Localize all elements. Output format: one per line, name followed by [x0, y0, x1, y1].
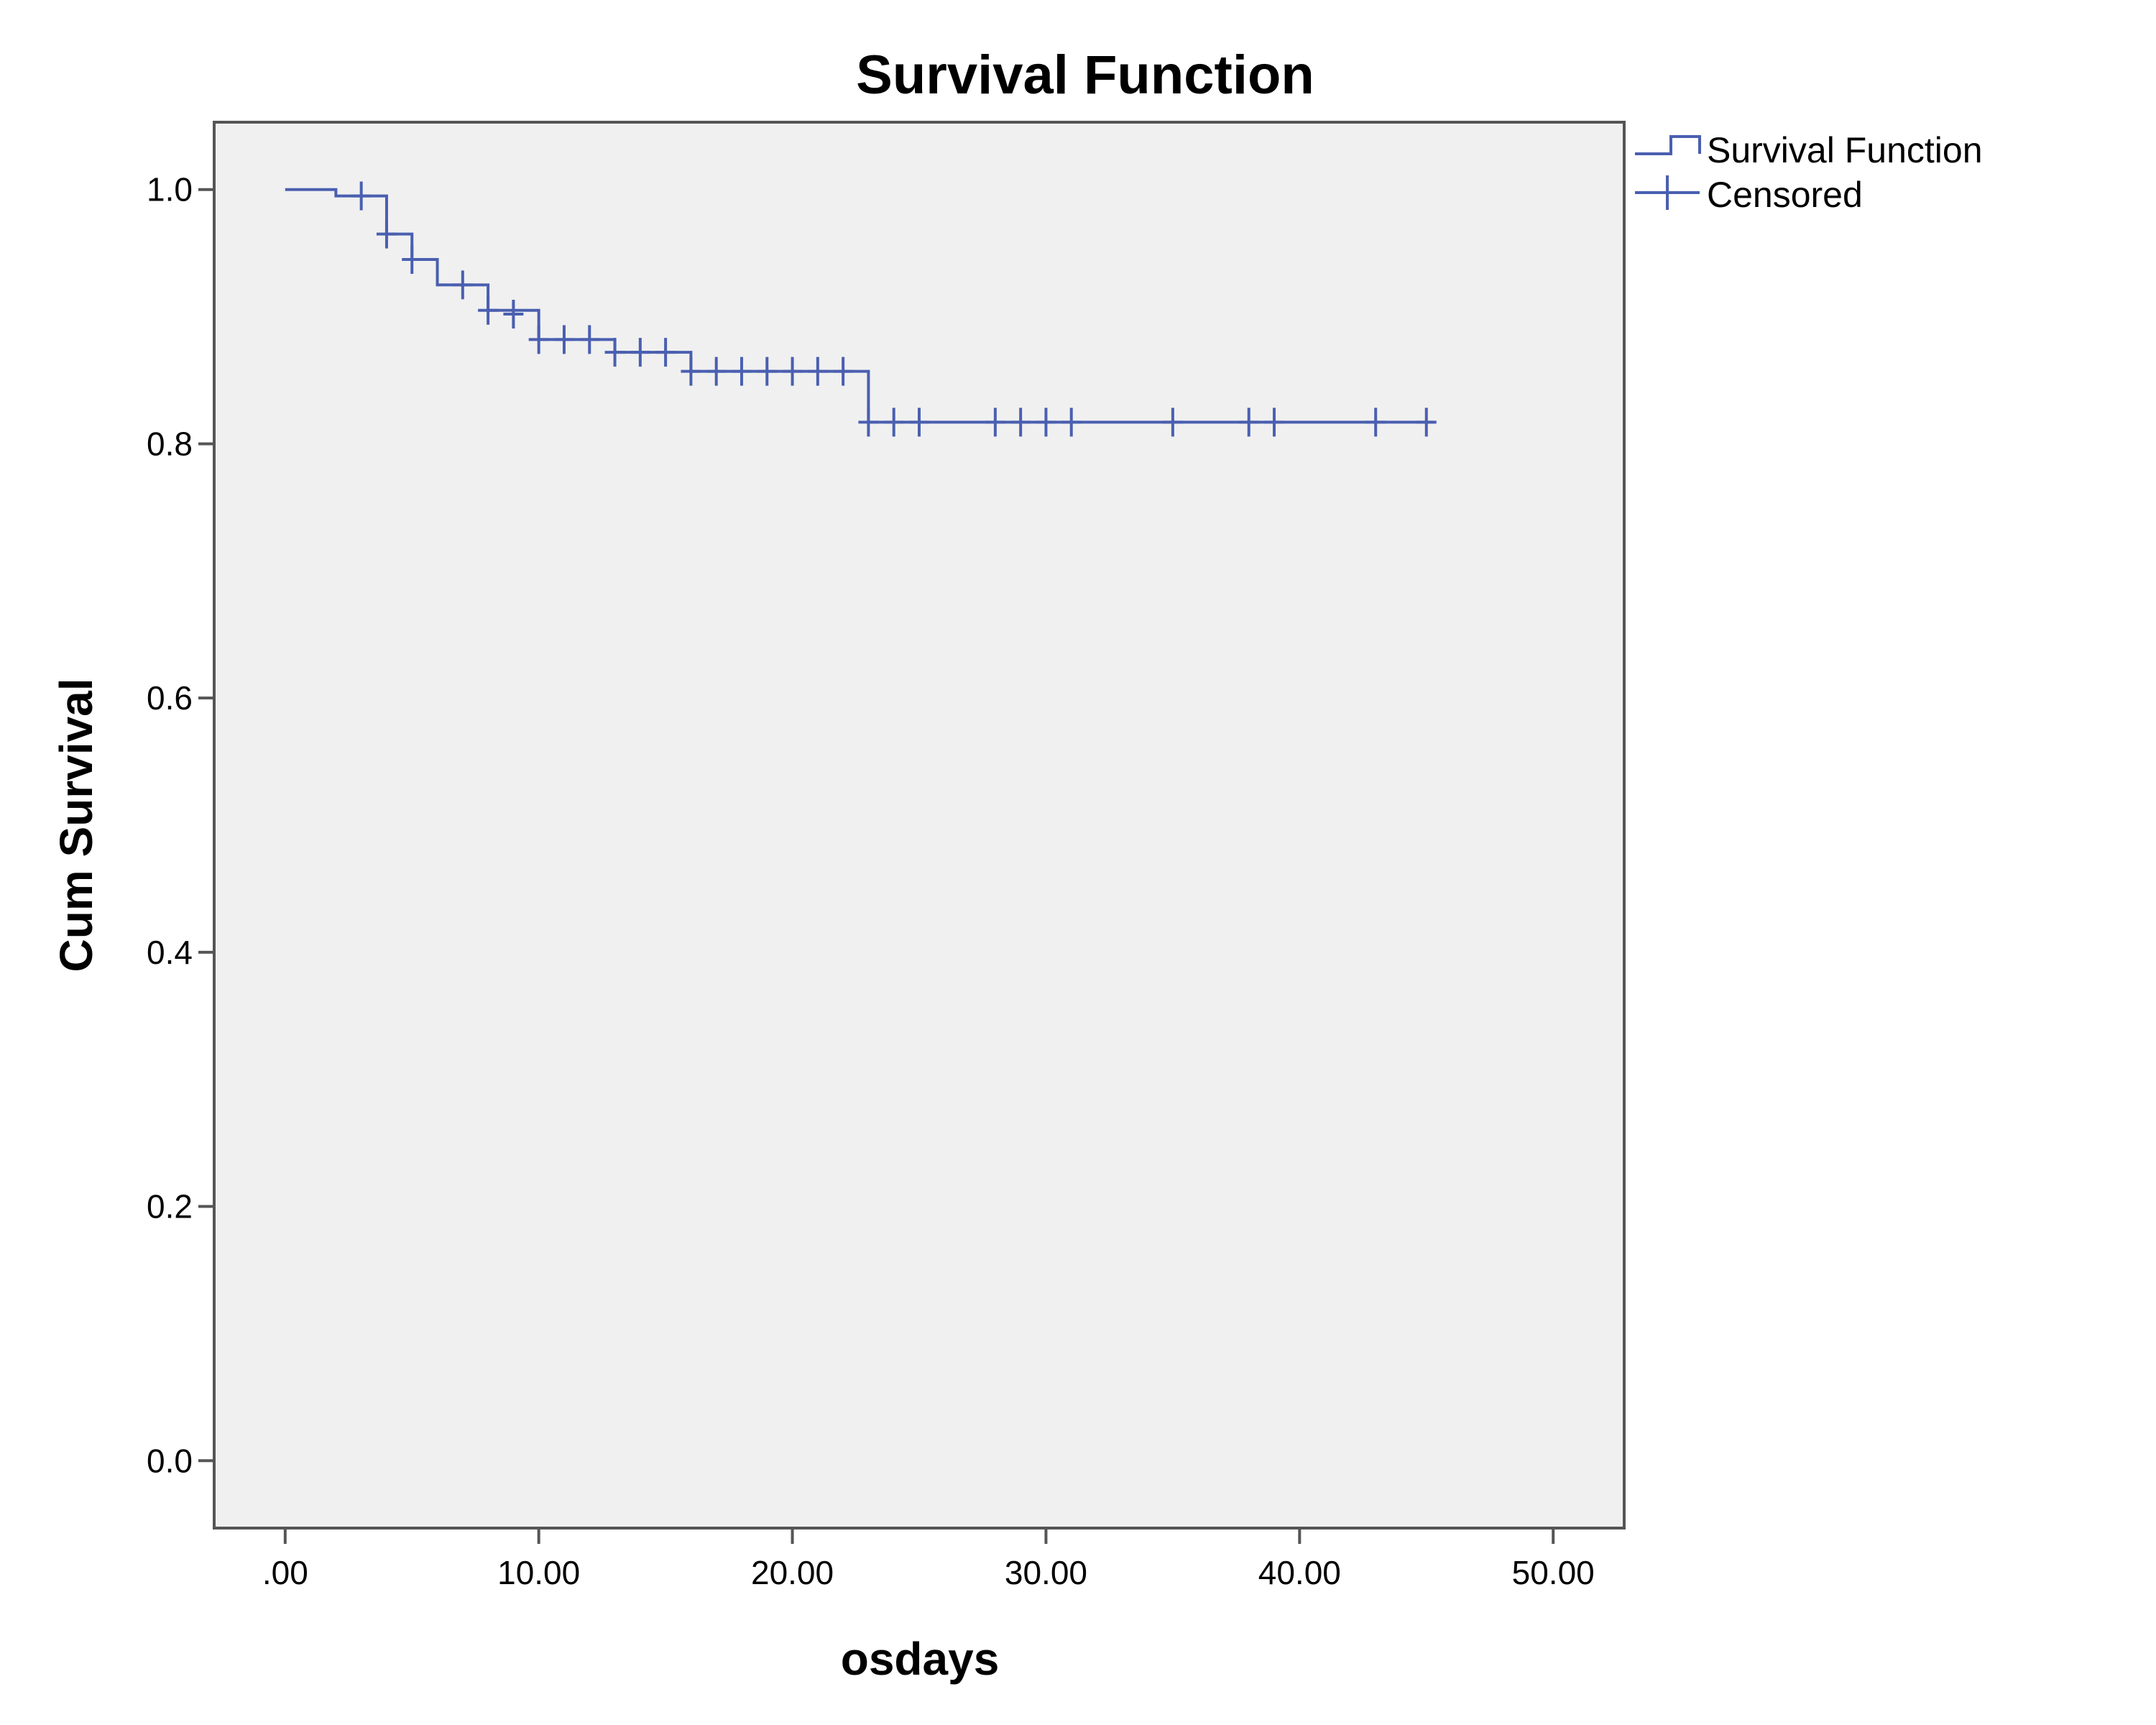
censored-mark — [351, 181, 372, 211]
x-tick-label: 20.00 — [751, 1554, 834, 1591]
censored-mark — [630, 338, 650, 367]
censored-mark — [858, 408, 879, 437]
censored-mark — [1061, 408, 1082, 437]
censored-mark — [604, 338, 625, 367]
legend-censored-label: Censored — [1707, 175, 1863, 215]
censored-mark — [706, 356, 727, 386]
y-tick-label: 0.4 — [147, 934, 193, 971]
x-tick-label: 40.00 — [1258, 1554, 1341, 1591]
y-axis: 0.0 0.2 0.4 0.6 0.8 1.0 — [147, 171, 214, 1479]
censored-mark — [579, 325, 600, 354]
censored-mark — [1036, 408, 1056, 437]
y-tick-label: 0.8 — [147, 425, 193, 462]
x-tick-label: .00 — [262, 1554, 308, 1591]
censored-mark — [1264, 408, 1285, 437]
censored-mark — [1010, 408, 1031, 437]
censored-marks — [351, 181, 1437, 437]
censored-mark — [909, 408, 929, 437]
censored-mark — [681, 356, 701, 386]
censored-mark — [1365, 408, 1386, 437]
x-axis: .00 10.00 20.00 30.00 40.00 50.00 — [262, 1528, 1595, 1591]
censored-mark — [553, 325, 574, 354]
plot-area — [213, 121, 1626, 1530]
censored-mark — [985, 408, 1005, 437]
y-tick-label: 0.0 — [147, 1442, 193, 1479]
censored-mark — [452, 270, 473, 300]
y-tick-label: 0.2 — [147, 1188, 193, 1225]
censored-mark — [1416, 408, 1437, 437]
legend-survival-symbol — [1635, 135, 1701, 155]
legend-survival-label: Survival Function — [1707, 130, 1983, 170]
x-axis-title: osdays — [841, 1633, 1000, 1685]
x-tick-label: 10.00 — [497, 1554, 580, 1591]
x-tick-label: 30.00 — [1005, 1554, 1087, 1591]
censored-mark — [376, 219, 397, 249]
legend: Survival Function Censored — [1635, 130, 1983, 215]
y-axis-title: Cum Survival — [50, 678, 102, 972]
censored-mark — [782, 356, 803, 386]
censored-mark — [807, 356, 828, 386]
censored-mark — [1238, 408, 1259, 437]
censored-mark — [402, 245, 423, 275]
censored-mark — [883, 408, 904, 437]
censored-mark — [833, 356, 854, 386]
censored-mark — [1162, 408, 1183, 437]
chart-title: Survival Function — [856, 45, 1314, 106]
censored-mark — [478, 295, 499, 325]
y-tick-label: 1.0 — [147, 171, 193, 208]
censored-mark — [731, 356, 752, 386]
censored-mark — [503, 300, 524, 329]
censored-mark — [655, 338, 676, 367]
y-tick-label: 0.6 — [147, 679, 193, 717]
censored-mark — [528, 325, 549, 354]
censored-mark — [757, 356, 778, 386]
x-tick-label: 50.00 — [1512, 1554, 1595, 1591]
